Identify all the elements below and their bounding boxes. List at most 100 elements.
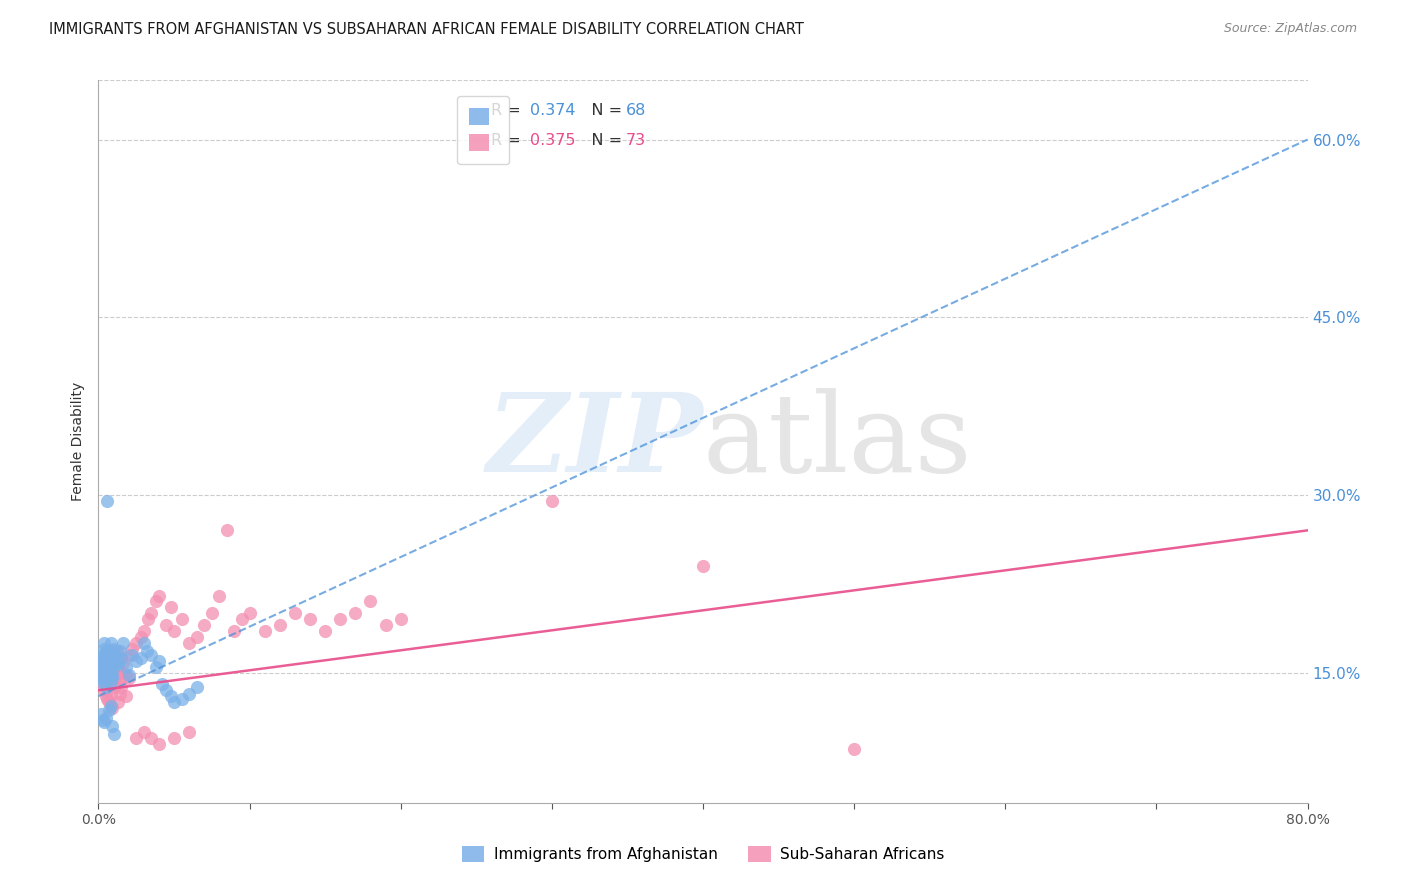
Y-axis label: Female Disability: Female Disability (70, 382, 84, 501)
Point (160, 600, 183, 615)
Point (179, 724, 201, 739)
Point (96, 663, 118, 677)
Point (98, 659, 121, 673)
Point (132, 636, 155, 650)
Point (91, 651, 114, 665)
Point (100, 687, 122, 701)
Point (844, 742, 866, 756)
Text: R =: R = (492, 103, 526, 118)
Point (163, 731, 186, 745)
Text: 68: 68 (626, 103, 645, 118)
Point (96, 672, 118, 686)
Point (100, 668, 122, 682)
Point (135, 644, 157, 658)
Point (91, 677, 114, 691)
Point (148, 737, 170, 751)
Point (121, 641, 143, 656)
Point (101, 672, 124, 686)
Point (94, 689, 117, 703)
Text: 73: 73 (626, 133, 645, 148)
Point (201, 607, 224, 621)
Point (141, 607, 163, 621)
Point (90, 659, 112, 673)
Text: ZIP: ZIP (486, 388, 703, 495)
Point (103, 680, 125, 694)
Point (136, 612, 159, 626)
Point (110, 680, 132, 694)
Point (103, 659, 125, 673)
Point (91, 713, 114, 727)
Point (98, 703, 121, 717)
Text: N =: N = (576, 103, 627, 118)
Point (105, 668, 128, 682)
Point (692, 558, 714, 573)
Point (118, 672, 141, 686)
Point (105, 654, 128, 668)
Point (374, 618, 396, 632)
Point (94, 680, 117, 694)
Point (93, 668, 115, 682)
Point (101, 668, 124, 682)
Point (148, 589, 170, 603)
Point (105, 644, 128, 658)
Point (118, 668, 141, 682)
Text: N =: N = (576, 133, 627, 148)
Point (284, 607, 307, 621)
Point (360, 594, 382, 608)
Point (114, 659, 136, 673)
Point (125, 731, 148, 745)
Point (104, 648, 127, 662)
Point (101, 648, 124, 662)
Point (98, 656, 121, 670)
Point (150, 677, 173, 691)
Point (179, 687, 201, 701)
Point (107, 695, 129, 709)
Point (141, 731, 163, 745)
Point (93, 659, 115, 673)
Point (104, 675, 127, 690)
Text: R =: R = (492, 133, 526, 148)
Point (94, 672, 117, 686)
Point (132, 724, 155, 739)
Point (89, 659, 111, 673)
Point (314, 624, 336, 638)
Point (98, 665, 121, 680)
Point (101, 659, 124, 673)
Text: atlas: atlas (703, 388, 973, 495)
Point (193, 618, 215, 632)
Point (186, 630, 208, 644)
Point (104, 663, 127, 677)
Point (145, 594, 167, 608)
Point (94, 656, 117, 670)
Point (98, 695, 121, 709)
Point (96, 493, 118, 508)
Point (389, 612, 412, 626)
Point (108, 651, 131, 665)
Point (145, 659, 167, 673)
Point (215, 524, 238, 538)
Point (94, 654, 117, 668)
Point (103, 651, 125, 665)
Point (91, 656, 114, 670)
Point (90, 654, 112, 668)
Point (108, 644, 131, 658)
Text: Source: ZipAtlas.com: Source: ZipAtlas.com (1223, 22, 1357, 36)
Text: 0.374: 0.374 (530, 103, 575, 118)
Point (103, 727, 125, 741)
Point (94, 710, 117, 724)
Point (141, 648, 163, 662)
Point (108, 687, 131, 701)
Point (111, 672, 134, 686)
Point (125, 636, 148, 650)
Point (160, 689, 183, 703)
Point (98, 659, 121, 673)
Point (239, 607, 262, 621)
Text: IMMIGRANTS FROM AFGHANISTAN VS SUBSAHARAN AFRICAN FEMALE DISABILITY CORRELATION : IMMIGRANTS FROM AFGHANISTAN VS SUBSAHARA… (49, 22, 804, 37)
Point (91, 654, 114, 668)
Point (114, 689, 136, 703)
Point (114, 668, 136, 682)
Point (93, 715, 115, 730)
Point (344, 607, 367, 621)
Point (179, 636, 201, 650)
Point (93, 641, 115, 656)
